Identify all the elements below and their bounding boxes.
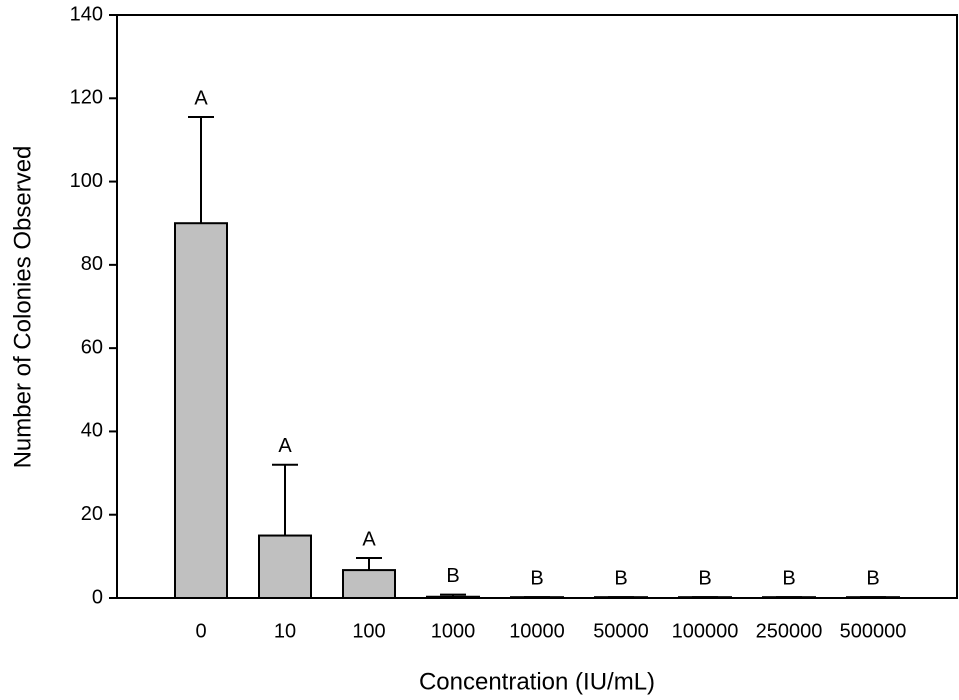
y-tick-label: 140	[70, 3, 103, 25]
bar	[174, 222, 228, 599]
x-tick-label: 250000	[756, 620, 823, 642]
plot-frame	[116, 14, 958, 599]
error-bar	[188, 116, 214, 224]
x-tick-label: 0	[195, 620, 206, 642]
x-tick-label: 100	[352, 620, 385, 642]
annotation: B	[866, 567, 879, 589]
x-tick-label: 1000	[431, 620, 476, 642]
annotation: A	[362, 528, 376, 550]
bar	[258, 534, 312, 599]
error-bar	[272, 463, 298, 536]
y-tick-label: 60	[81, 336, 103, 358]
x-tick-label: 10	[274, 620, 296, 642]
annotation: A	[194, 87, 208, 109]
annotation: B	[614, 567, 627, 589]
x-tick-label: 100000	[672, 620, 739, 642]
annotation: B	[446, 565, 459, 587]
y-tick-label: 120	[70, 87, 103, 109]
bar	[342, 569, 396, 600]
y-tick-label: 100	[70, 170, 103, 192]
x-tick-label: 50000	[593, 620, 649, 642]
y-tick-label: 80	[81, 253, 103, 275]
annotation: B	[698, 567, 711, 589]
error-bar	[440, 593, 466, 597]
annotation: B	[530, 567, 543, 589]
y-tick-label: 40	[81, 420, 103, 442]
annotation: A	[278, 435, 292, 457]
y-tick-label: 20	[81, 503, 103, 525]
y-axis-label: Number of Colonies Observed	[9, 146, 36, 469]
x-axis-label: Concentration (IU/mL)	[419, 668, 655, 695]
bar	[426, 595, 480, 600]
x-tick-label: 10000	[509, 620, 565, 642]
annotation: B	[782, 567, 795, 589]
error-bar	[356, 557, 382, 571]
y-tick-label: 0	[92, 586, 103, 608]
x-tick-label: 500000	[840, 620, 907, 642]
